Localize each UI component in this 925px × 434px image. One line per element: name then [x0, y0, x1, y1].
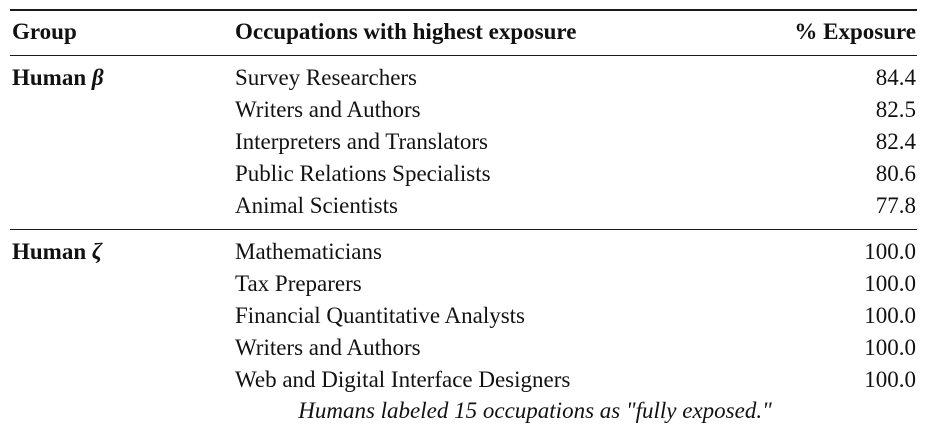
- table-row-occupation: Web and Digital Interface Designers: [235, 367, 571, 392]
- table-row-exposure: 80.6: [875, 161, 916, 186]
- table-row-exposure: 100.0: [864, 367, 916, 392]
- table-row-occupation: Mathematicians: [235, 239, 382, 264]
- table-row-exposure: 100.0: [864, 303, 916, 328]
- table-row-occupation: Survey Researchers: [235, 65, 418, 90]
- group-name: Human: [12, 65, 87, 90]
- table-row-exposure: 77.8: [875, 193, 916, 218]
- header-group: Group: [12, 19, 77, 44]
- table-row-occupation: Writers and Authors: [235, 335, 421, 360]
- table-row-occupation: Financial Quantitative Analysts: [235, 303, 526, 328]
- table-row-occupation: Public Relations Specialists: [235, 161, 491, 186]
- table-row-exposure: 82.5: [875, 97, 916, 122]
- header-rule: [10, 55, 917, 56]
- group-name: Human: [12, 239, 87, 264]
- top-rule: [10, 9, 917, 11]
- table-row-exposure: 100.0: [864, 271, 916, 296]
- header-occupations: Occupations with highest exposure: [235, 19, 577, 44]
- table-row-exposure: 84.4: [875, 65, 916, 90]
- group-label-zeta: Human ζ: [12, 237, 102, 267]
- header-exposure: % Exposure: [794, 19, 916, 44]
- table-row-exposure: 100.0: [864, 239, 916, 264]
- table-row-exposure: 100.0: [864, 335, 916, 360]
- table-row-occupation: Animal Scientists: [235, 193, 398, 218]
- group-label-beta: Human β: [12, 63, 104, 93]
- table-row-exposure: 82.4: [875, 129, 916, 154]
- table-note: Humans labeled 15 occupations as "fully …: [298, 398, 772, 423]
- table-row-occupation: Interpreters and Translators: [235, 129, 488, 154]
- group-divider-rule: [10, 229, 917, 230]
- table-row-occupation: Tax Preparers: [235, 271, 362, 296]
- table-row-occupation: Writers and Authors: [235, 97, 421, 122]
- group-symbol: β: [91, 65, 104, 90]
- group-symbol: ζ: [91, 239, 103, 264]
